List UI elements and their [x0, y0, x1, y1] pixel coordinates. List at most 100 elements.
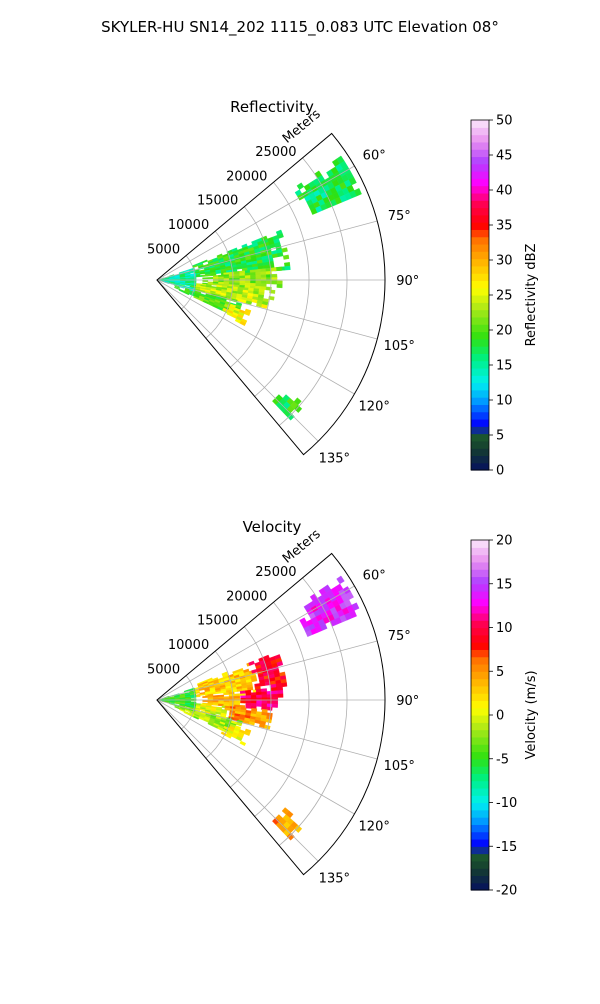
azimuth-tick-label: 75° — [388, 629, 411, 644]
radial-tick-label: 15000 — [197, 194, 238, 209]
colorbar-band — [471, 671, 489, 679]
echo-cell — [267, 691, 273, 695]
colorbar-band — [471, 244, 489, 252]
colorbar-tick-label: 10 — [496, 621, 513, 636]
echo-cell — [234, 276, 239, 278]
colorbar-band — [471, 208, 489, 216]
colorbar-band — [471, 846, 489, 854]
echo-cell — [281, 683, 287, 687]
colorbar-band — [471, 810, 489, 818]
echo-cell — [267, 694, 272, 697]
colorbar-band — [471, 562, 489, 570]
colorbar-band — [471, 744, 489, 752]
colorbar-band — [471, 664, 489, 672]
colorbar-band — [471, 215, 489, 223]
echo-cell — [224, 277, 229, 279]
echo-cell — [203, 696, 208, 698]
colorbar-band — [471, 135, 489, 143]
echo-cell — [203, 700, 208, 702]
colorbar-band — [471, 200, 489, 208]
echo-cell — [337, 576, 345, 584]
azimuth-tick-label: 90° — [396, 694, 419, 709]
colorbar-tick-label: 0 — [496, 709, 504, 724]
colorbar-band — [471, 375, 489, 383]
echo-cell — [276, 267, 282, 271]
colorbar-band — [471, 788, 489, 796]
radial-tick-label: 25000 — [255, 565, 296, 580]
echo-cell — [283, 255, 289, 260]
colorbar-label: Velocity (m/s) — [524, 670, 539, 759]
colorbar-tick-label: 0 — [496, 464, 504, 479]
colorbar-band — [471, 832, 489, 840]
colorbar-band — [471, 259, 489, 267]
colorbar-band — [471, 803, 489, 811]
colorbar-band — [471, 368, 489, 376]
colorbar-band — [471, 142, 489, 150]
radial-tick-label: 5000 — [147, 243, 180, 258]
colorbar-band — [471, 824, 489, 832]
echo-cell — [241, 701, 246, 704]
echo-region — [295, 156, 362, 215]
colorbar-band — [471, 715, 489, 723]
echo-cell — [277, 687, 283, 691]
echo-cell — [251, 695, 256, 698]
colorbar-tick-label: 5 — [496, 429, 504, 444]
colorbar-band — [471, 302, 489, 310]
echo-cell — [246, 695, 251, 698]
colorbar-tick-label: 20 — [496, 324, 513, 339]
colorbar-tick-label: 15 — [496, 577, 513, 592]
echo-cell — [240, 691, 246, 694]
azimuth-tick-label: 120° — [359, 399, 390, 414]
colorbar-band — [471, 839, 489, 847]
echo-cell — [240, 741, 246, 746]
echo-cell — [262, 692, 268, 695]
colorbar-band — [471, 164, 489, 172]
colorbar-band — [471, 186, 489, 194]
echo-cell — [278, 694, 283, 698]
reflectivity-panel: Reflectivity500010000150002000025000Mete… — [147, 98, 539, 479]
colorbar-band — [471, 295, 489, 303]
colorbar-band — [471, 361, 489, 369]
colorbar-band — [471, 171, 489, 179]
colorbar-band — [471, 178, 489, 186]
echo-cell — [245, 275, 250, 278]
echo-cell — [262, 704, 267, 707]
colorbar-band — [471, 383, 489, 391]
echo-cell — [260, 683, 266, 687]
echo-cell — [272, 701, 277, 704]
colorbar-band — [471, 547, 489, 555]
colorbar-tick-label: 25 — [496, 289, 513, 304]
radial-tick-label: 25000 — [255, 145, 296, 160]
echo-cell — [297, 183, 304, 190]
colorbar-band — [471, 700, 489, 708]
colorbar-band — [471, 353, 489, 361]
colorbar-band — [471, 251, 489, 259]
echo-cell — [256, 281, 261, 284]
colorbar-band — [471, 156, 489, 164]
colorbar-band — [471, 861, 489, 869]
colorbar-band — [471, 540, 489, 548]
colorbar-band — [471, 649, 489, 657]
colorbar-band — [471, 455, 489, 463]
colorbar-tick-label: 5 — [496, 665, 504, 680]
colorbar-band — [471, 222, 489, 230]
colorbar-band — [471, 708, 489, 716]
colorbar-band — [471, 817, 489, 825]
colorbar-band — [471, 795, 489, 803]
echo-cell — [272, 274, 278, 278]
colorbar-band — [471, 854, 489, 862]
colorbar-band — [471, 426, 489, 434]
colorbar-band — [471, 193, 489, 201]
echo-cell — [213, 704, 218, 706]
colorbar-tick-label: 50 — [496, 114, 513, 129]
colorbar-band — [471, 584, 489, 592]
echo-cell — [224, 693, 230, 695]
colorbar-band — [471, 390, 489, 398]
echo-cell — [271, 267, 277, 271]
echo-cell — [256, 704, 261, 707]
colorbar-band — [471, 229, 489, 237]
echo-cell — [250, 275, 255, 278]
echo-cell — [261, 275, 266, 278]
